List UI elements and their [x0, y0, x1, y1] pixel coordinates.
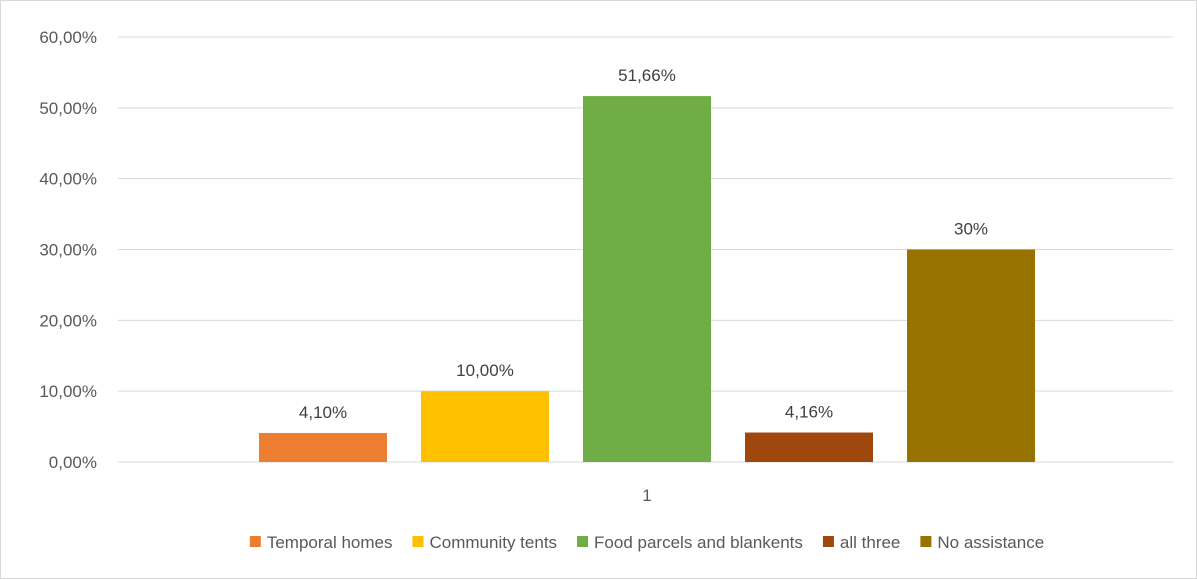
bar [259, 432, 387, 462]
data-label: 30% [954, 220, 988, 239]
legend-item-label: Temporal homes [267, 533, 393, 552]
bars [259, 96, 1035, 462]
y-tick-label: 10,00% [39, 382, 97, 401]
y-tick-label: 20,00% [39, 311, 97, 330]
data-label: 51,66% [618, 66, 676, 85]
data-label: 4,16% [785, 403, 833, 422]
legend: Temporal homes Community tents Food parcel… [249, 533, 1044, 552]
legend-item-label: No assistance [937, 533, 1044, 552]
legend-swatch [920, 536, 932, 547]
legend-swatch [822, 536, 834, 547]
data-labels: 4,10% 10,00% 51,66% 4,16% 30% [299, 66, 988, 422]
y-tick-label: 50,00% [39, 99, 97, 118]
y-tick-label: 0,00% [49, 453, 97, 472]
legend-swatch [412, 536, 424, 547]
bar [421, 391, 549, 462]
bar [583, 96, 711, 462]
x-axis-tick-labels: 1 [642, 486, 651, 505]
legend-swatch [249, 536, 261, 547]
legend-item-label: Food parcels and blankents [594, 533, 803, 552]
y-tick-label: 40,00% [39, 170, 97, 189]
data-label: 10,00% [456, 361, 514, 380]
y-axis-tick-labels: 0,00% 10,00% 20,00% 30,00% 40,00% 50,00% 60,00… [39, 28, 97, 472]
y-tick-label: 30,00% [39, 241, 97, 260]
x-tick-label: 1 [642, 486, 651, 505]
legend-swatch [577, 536, 589, 547]
legend-item-label: Community tents [430, 533, 558, 552]
bar [745, 432, 873, 462]
legend-item-label: all three [840, 533, 900, 552]
bar [907, 249, 1035, 462]
y-tick-label: 60,00% [39, 28, 97, 47]
data-label: 4,10% [299, 403, 347, 422]
